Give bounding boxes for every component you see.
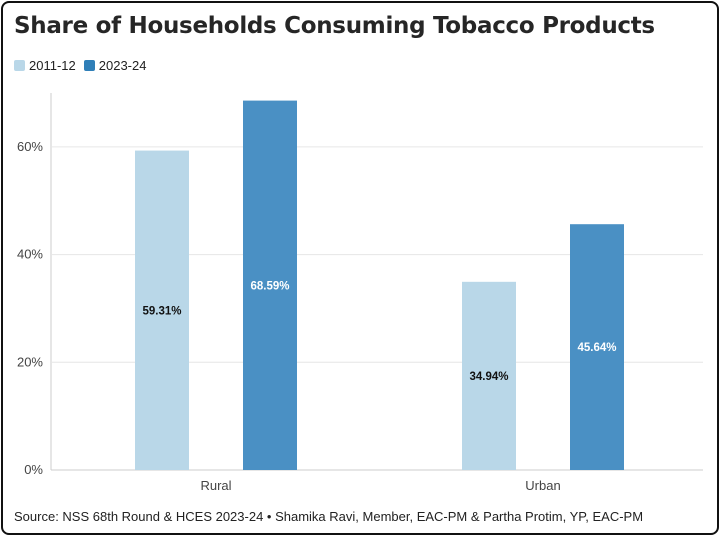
- y-tick-label: 0%: [24, 462, 43, 477]
- bar-chart: 0% 20% 40% 60% 59.31% 68.59% Rural 34.94% 45.64%…: [17, 93, 703, 493]
- data-label: 59.31%: [142, 305, 181, 317]
- chart-title: Share of Households Consuming Tobacco Pr…: [14, 13, 655, 39]
- data-label: 68.59%: [250, 280, 289, 292]
- legend-label-2023-24: 2023-24: [98, 58, 147, 73]
- legend-label-2011-12: 2011-12: [29, 58, 76, 73]
- legend-item-2023-24: 2023-24: [83, 58, 147, 73]
- bar-2011-12-urban: [462, 281, 516, 470]
- y-tick-label: 60%: [17, 139, 43, 154]
- x-tick-label: Urban: [525, 478, 560, 493]
- legend-swatch-2023-24: [83, 60, 95, 71]
- y-tick-label: 40%: [17, 247, 43, 262]
- y-tick-label: 20%: [17, 354, 43, 369]
- data-label: 34.94%: [469, 371, 508, 383]
- source-note: Source: NSS 68th Round & HCES 2023-24 • …: [14, 509, 644, 524]
- data-label: 45.64%: [577, 342, 616, 354]
- legend-item-2011-12: 2011-12: [14, 58, 76, 73]
- legend-swatch-2011-12: [14, 60, 25, 71]
- bar-2011-12-rural: [135, 150, 189, 470]
- bar-2023-24-urban: [570, 224, 624, 470]
- x-tick-label: Rural: [200, 478, 231, 493]
- legend: 2011-12 2023-24: [14, 58, 146, 73]
- bar-2023-24-rural: [243, 100, 297, 470]
